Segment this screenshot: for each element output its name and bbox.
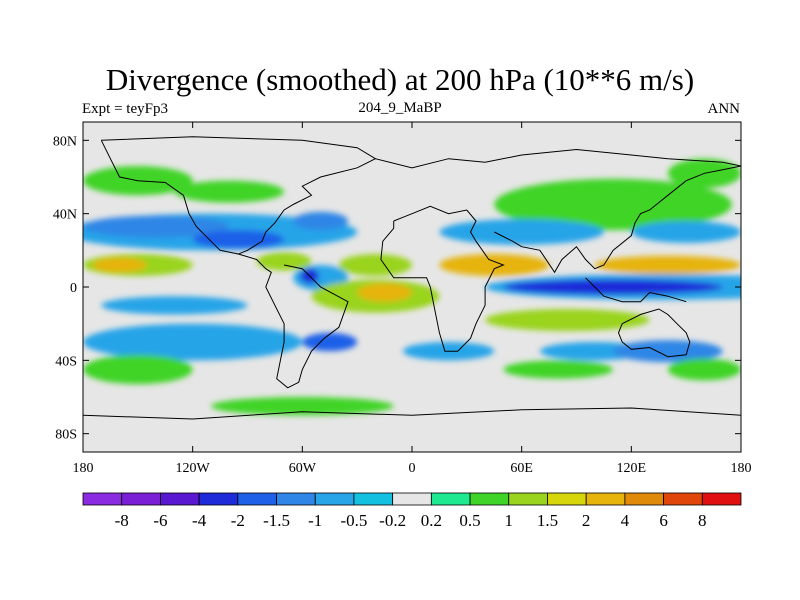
colorbar-swatch-16 bbox=[701, 492, 742, 506]
divergence-region-31 bbox=[667, 358, 741, 381]
divergence-region-24 bbox=[83, 323, 303, 361]
divergence-region-32 bbox=[210, 397, 394, 416]
divergence-region-29 bbox=[83, 354, 193, 385]
divergence-region-13 bbox=[338, 254, 413, 276]
colorbar-label: 8 bbox=[698, 511, 707, 530]
y-tick-label: 0 bbox=[70, 281, 77, 296]
y-tick-label: 80S bbox=[55, 428, 77, 443]
colorbar-label: -8 bbox=[115, 511, 129, 530]
colorbar-label: -0.5 bbox=[340, 511, 367, 530]
colorbar-swatch-15 bbox=[663, 492, 703, 506]
colorbar-label: -1 bbox=[308, 511, 322, 530]
x-tick-label: 180 bbox=[731, 461, 752, 476]
colorbar-swatch-8 bbox=[392, 492, 432, 506]
colorbar-label: -0.2 bbox=[379, 511, 406, 530]
divergence-region-7 bbox=[293, 211, 349, 231]
colorbar-swatch-12 bbox=[547, 492, 587, 506]
y-tick-label: 40N bbox=[53, 208, 77, 223]
x-tick-label: 60W bbox=[289, 461, 317, 476]
divergence-region-25 bbox=[302, 332, 358, 352]
colorbar-label: 0.2 bbox=[421, 511, 442, 530]
colorbar-swatch-9 bbox=[430, 492, 471, 506]
colorbar-swatch-0 bbox=[82, 492, 123, 506]
colorbar-swatch-1 bbox=[121, 492, 161, 506]
divergence-region-15 bbox=[594, 255, 741, 275]
divergence-region-8 bbox=[439, 219, 604, 245]
divergence-region-11 bbox=[92, 257, 147, 273]
x-tick-label: 0 bbox=[409, 461, 416, 476]
colorbar-swatch-13 bbox=[585, 492, 626, 506]
x-tick-label: 180 bbox=[73, 461, 94, 476]
x-tick-label: 60E bbox=[510, 461, 533, 476]
colorbar-swatch-5 bbox=[276, 492, 316, 506]
divergence-region-9 bbox=[631, 221, 741, 243]
divergence-region-14 bbox=[439, 254, 550, 276]
colorbar: -8 -6 -4 -2 -1.5 -1 -0.5 -0.2 0.2 0.5 1 1.5 2 4 6 8 bbox=[82, 492, 742, 530]
divergence-region-1 bbox=[174, 180, 285, 203]
divergence-region-28 bbox=[613, 340, 723, 363]
colorbar-swatch-2 bbox=[160, 492, 200, 506]
colorbar-label: 0.5 bbox=[459, 511, 480, 530]
colorbar-label: 1.5 bbox=[537, 511, 558, 530]
x-axis: 180 120W 60W 0 60E 120E 180 bbox=[73, 122, 752, 476]
coastline-2 bbox=[375, 148, 741, 169]
case-label: 204_9_MaBP bbox=[358, 100, 442, 116]
divergence-region-20 bbox=[101, 296, 248, 315]
colorbar-swatch-10 bbox=[469, 492, 510, 506]
divergence-region-12 bbox=[256, 252, 312, 271]
divergence-region-6 bbox=[192, 230, 285, 249]
colorbar-label: 2 bbox=[582, 511, 591, 530]
map-title: Divergence (smoothed) at 200 hPa (10**6 … bbox=[105, 62, 695, 97]
colorbar-swatch-14 bbox=[624, 492, 664, 506]
colorbar-swatch-4 bbox=[237, 492, 277, 506]
experiment-label: Expt = teyFp3 bbox=[82, 101, 168, 117]
y-axis: 80N 40N 0 40S 80S bbox=[53, 134, 741, 443]
divergence-region-22 bbox=[357, 283, 413, 302]
coastline-1 bbox=[100, 140, 239, 255]
coastline-4 bbox=[494, 165, 741, 274]
colorbar-label: 6 bbox=[659, 511, 668, 530]
colorbar-label: -2 bbox=[231, 511, 245, 530]
colorbar-label: -1.5 bbox=[263, 511, 290, 530]
coastline-0 bbox=[101, 136, 377, 389]
coastline-6 bbox=[83, 407, 741, 420]
divergence-region-30 bbox=[503, 360, 614, 379]
coastline-3 bbox=[380, 205, 505, 352]
y-tick-label: 40S bbox=[55, 354, 77, 369]
coastline-5 bbox=[617, 308, 691, 358]
x-tick-label: 120E bbox=[617, 461, 647, 476]
season-label: ANN bbox=[707, 101, 741, 117]
colorbar-swatch-6 bbox=[314, 492, 355, 506]
colorbar-label: -4 bbox=[192, 511, 207, 530]
x-tick-label: 120W bbox=[176, 461, 211, 476]
colorbar-label: 4 bbox=[621, 511, 630, 530]
colorbar-swatch-11 bbox=[508, 492, 548, 506]
divergence-region-17 bbox=[503, 279, 723, 295]
colorbar-swatch-7 bbox=[353, 492, 394, 506]
coastline-layer bbox=[83, 136, 741, 420]
y-tick-label: 80N bbox=[53, 134, 77, 149]
coastline-7 bbox=[585, 277, 687, 303]
colorbar-swatch-3 bbox=[198, 492, 239, 506]
colorbar-label: 1 bbox=[505, 511, 514, 530]
divergence-region-23 bbox=[485, 309, 650, 331]
colorbar-label: -6 bbox=[153, 511, 167, 530]
